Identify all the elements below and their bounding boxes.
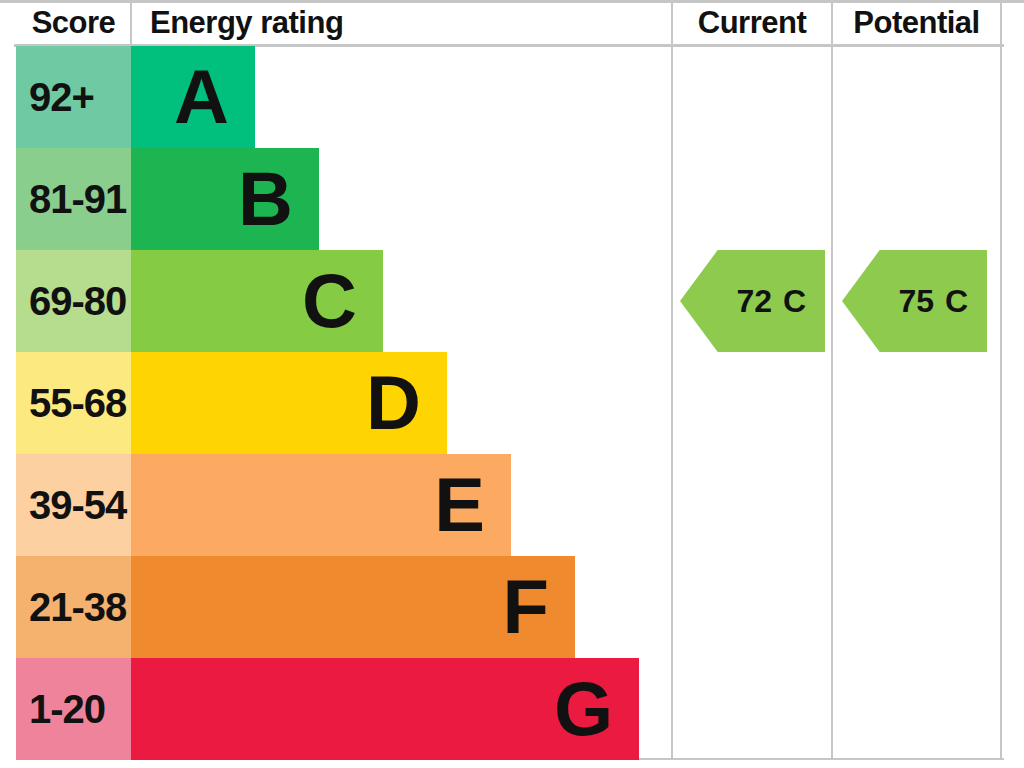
band-row-f: 21-38 F xyxy=(0,556,672,658)
rating-bar: C xyxy=(131,250,383,352)
current-rating-arrow: 72 C xyxy=(680,250,825,352)
band-row-d: 55-68 D xyxy=(0,352,672,454)
potential-column-divider xyxy=(831,0,833,760)
current-column-header: Current xyxy=(672,0,832,46)
score-column-header: Score xyxy=(16,0,131,46)
rating-letter: D xyxy=(366,365,421,441)
rating-bar: B xyxy=(131,148,319,250)
rating-bar: D xyxy=(131,352,447,454)
rating-bar: A xyxy=(131,46,255,148)
right-border-line xyxy=(1000,0,1002,760)
rating-bar: G xyxy=(131,658,639,760)
band-row-c: 69-80 C xyxy=(0,250,672,352)
rating-letter: G xyxy=(554,671,613,747)
rating-bar: F xyxy=(131,556,575,658)
rating-letter: B xyxy=(238,161,293,237)
score-range-cell: 21-38 xyxy=(16,556,131,658)
band-row-a: 92+ A xyxy=(0,46,672,148)
rating-letter: C xyxy=(302,263,357,339)
score-range-cell: 69-80 xyxy=(16,250,131,352)
potential-rating-band: C xyxy=(945,283,968,320)
score-range-cell: 55-68 xyxy=(16,352,131,454)
score-range-cell: 92+ xyxy=(16,46,131,148)
potential-rating-arrow: 75 C xyxy=(842,250,987,352)
epc-rating-chart: Score Energy rating Current Potential 92… xyxy=(0,0,1024,768)
current-rating-value: 72 xyxy=(736,283,772,320)
rating-letter: F xyxy=(503,569,549,645)
score-range-cell: 39-54 xyxy=(16,454,131,556)
rating-letter: A xyxy=(174,59,229,135)
current-rating-band: C xyxy=(783,283,806,320)
band-row-b: 81-91 B xyxy=(0,148,672,250)
band-row-g: 1-20 G xyxy=(0,658,672,760)
energy-rating-column-header: Energy rating xyxy=(150,0,343,46)
potential-column-header: Potential xyxy=(832,0,1001,46)
band-row-e: 39-54 E xyxy=(0,454,672,556)
potential-rating-value: 75 xyxy=(898,283,934,320)
score-range-cell: 81-91 xyxy=(16,148,131,250)
rating-bar: E xyxy=(131,454,511,556)
score-range-cell: 1-20 xyxy=(16,658,131,760)
rating-letter: E xyxy=(434,467,485,543)
